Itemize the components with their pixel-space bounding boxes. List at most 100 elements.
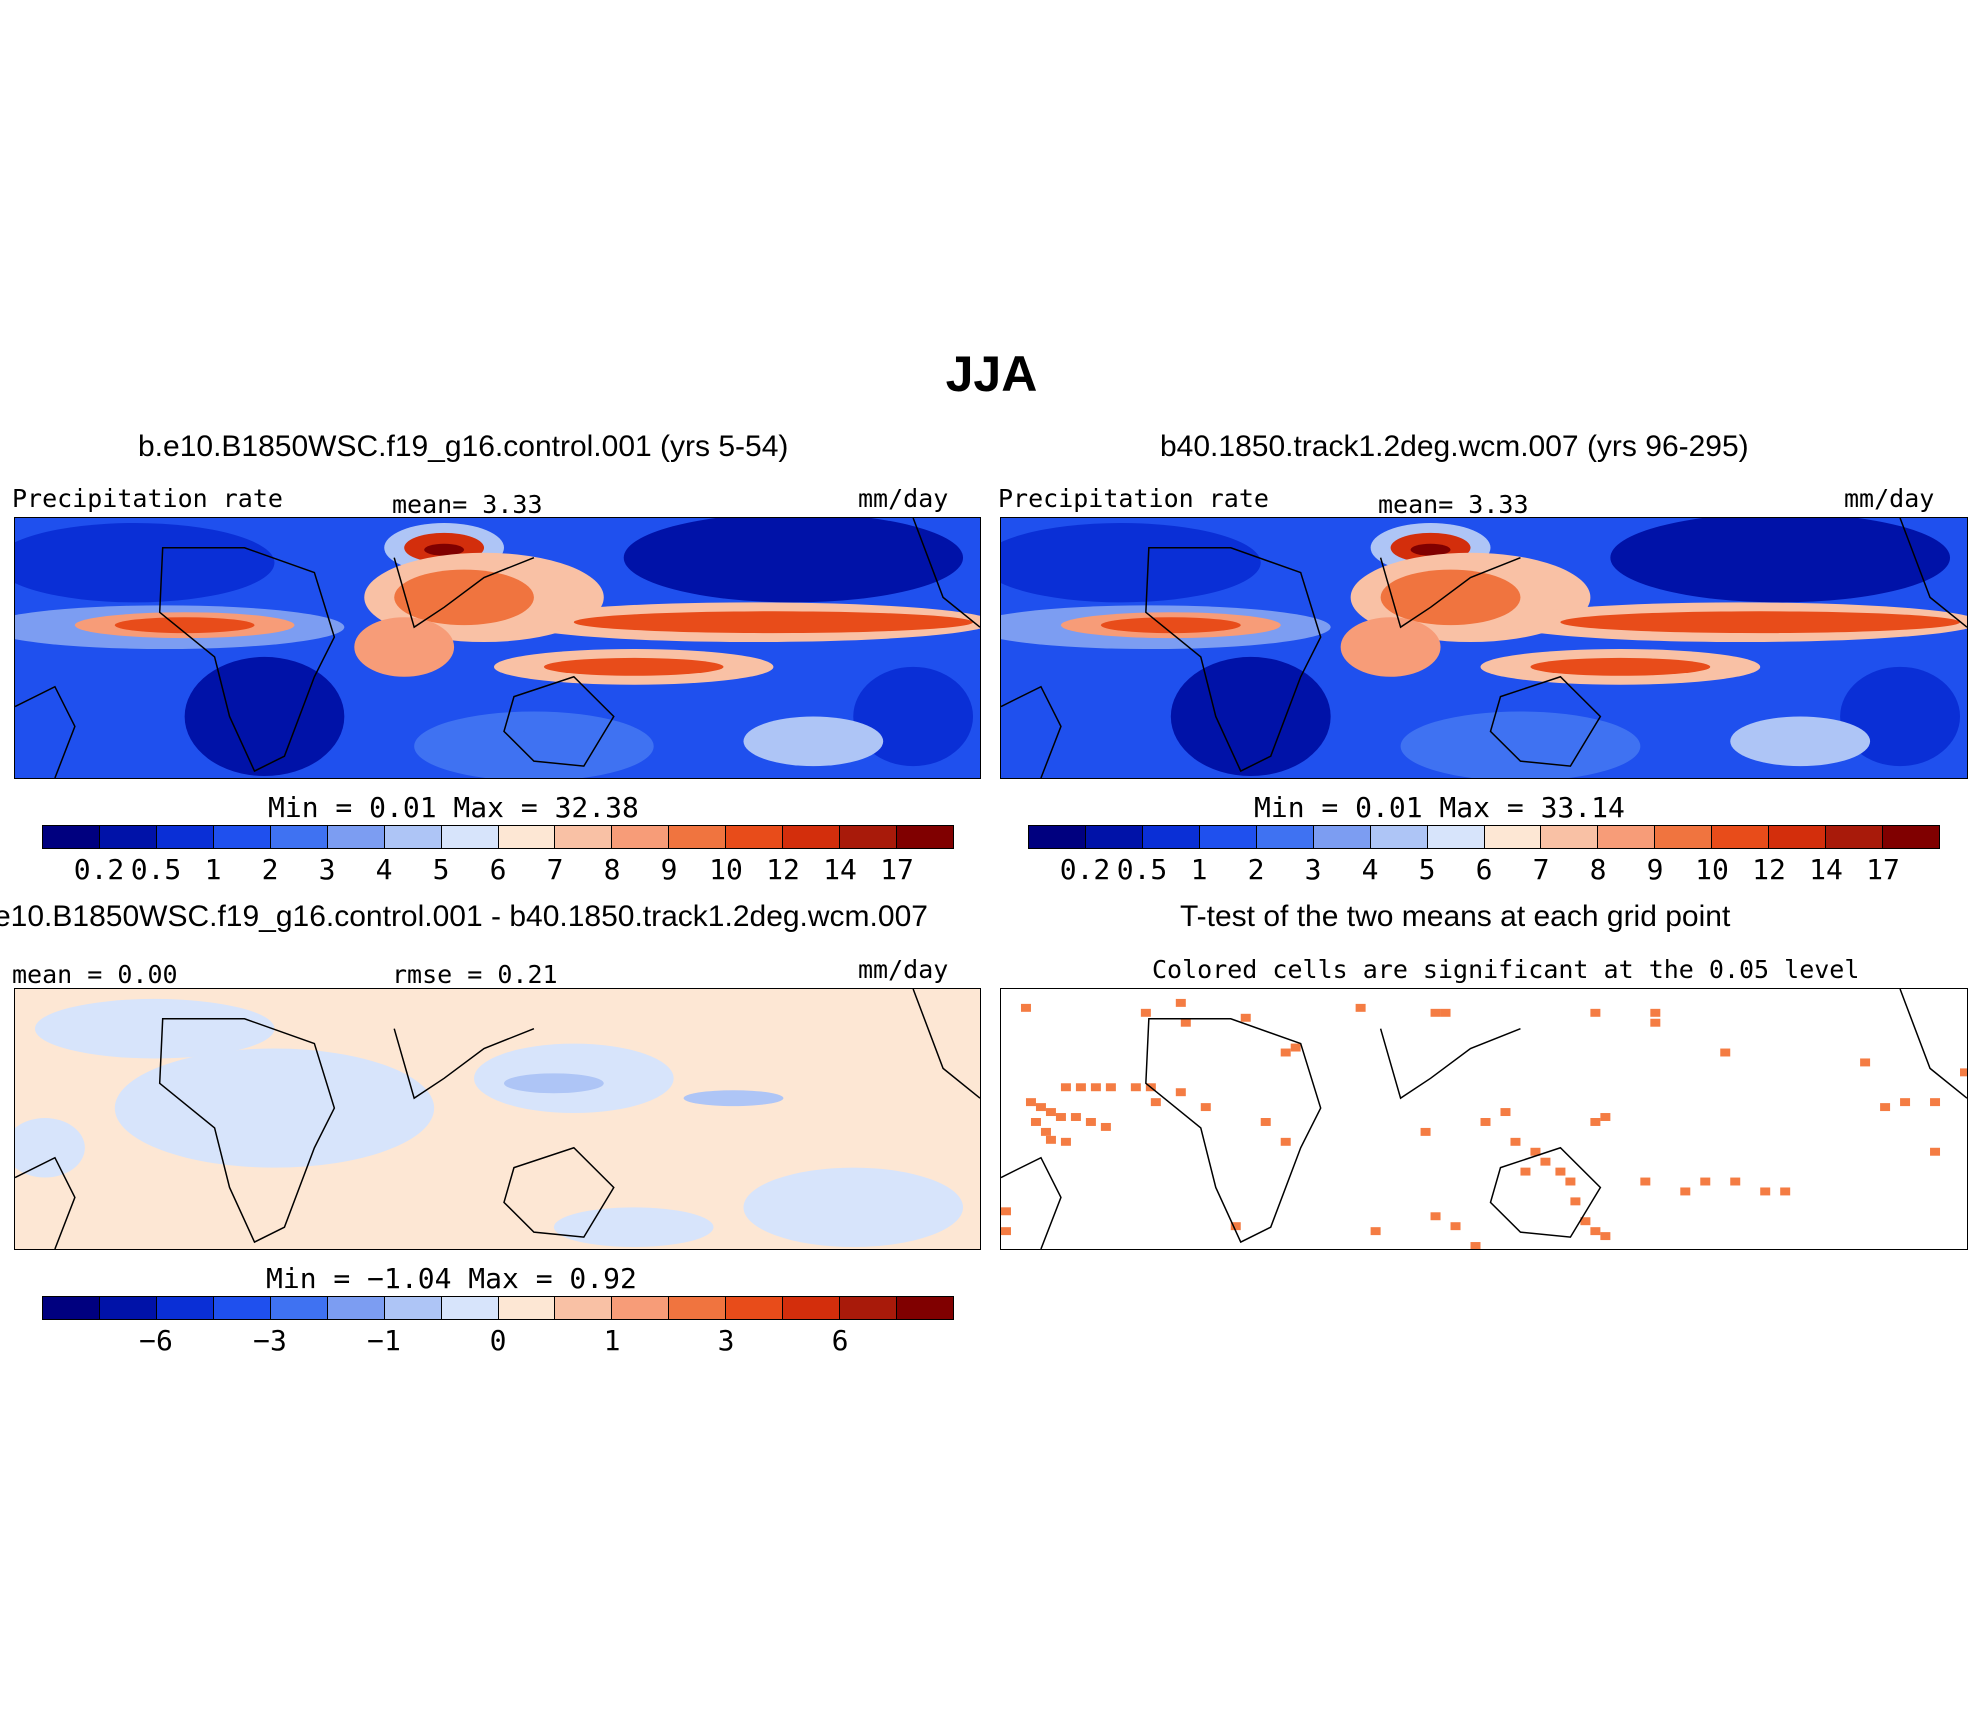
colorbar-tick-label: 10 [709,853,743,886]
significant-cell [1640,1177,1651,1186]
significant-cell [1880,1103,1891,1112]
colorbar-swatch-12 [726,1297,784,1319]
panel2-colorbar [1028,825,1940,849]
colorbar-swatch-4 [270,826,328,848]
significant-cell [1700,1177,1711,1186]
significant-cell [1760,1187,1771,1196]
panel2-left-label: Precipitation rate [998,484,1269,513]
colorbar-tick-label: −6 [139,1324,173,1357]
colorbar-swatch-2 [156,1297,214,1319]
significant-cell [1600,1113,1611,1121]
panel2-map-field [1001,518,1967,778]
colorbar-swatch-13 [783,826,841,848]
colorbar-swatch-0 [43,826,100,848]
panel2-units: mm/day [1844,484,1935,513]
panel1-colorbar [42,825,954,849]
colorbar-swatch-1 [1085,826,1143,848]
significant-cell [1175,998,1186,1007]
panel3-colorbar [42,1296,954,1320]
colorbar-swatch-8 [498,826,556,848]
colorbar-tick-label: 0.5 [130,853,182,886]
colorbar-swatch-5 [1313,826,1371,848]
significant-cell [1045,1108,1056,1117]
significant-cell [1580,1217,1591,1226]
panel1-map [14,517,981,779]
significant-cell [1150,1098,1161,1107]
significant-cell [1280,1137,1291,1146]
significant-cell [1860,1058,1871,1067]
colorbar-swatch-5 [327,826,385,848]
panel1-mean-label: mean= 3.33 [392,490,543,519]
colorbar-tick-label: 1 [1190,853,1208,886]
significant-cell [1530,1147,1541,1156]
colorbar-tick-label: 3 [717,1324,735,1357]
panel2-title: b40.1850.track1.2deg.wcm.007 (yrs 96-295… [1160,430,1749,463]
panel2-minmax: Min = 0.01 Max = 33.14 [1254,791,1625,824]
panel1-units: mm/day [858,484,949,513]
colorbar-tick-label: 1 [204,853,222,886]
colorbar-swatch-7 [1427,826,1485,848]
significant-cell [1025,1098,1036,1107]
significant-cell [1900,1098,1911,1107]
colorbar-tick-label: 7 [1532,853,1550,886]
panel4-map-field [1001,989,1967,1249]
colorbar-swatch-7 [441,1297,499,1319]
significant-cell [1450,1222,1461,1231]
significant-cell [1650,1008,1661,1017]
colorbar-swatch-6 [384,1297,442,1319]
significant-cell [1140,1008,1151,1017]
panel1-title: b.e10.B1850WSC.f19_g16.control.001 (yrs … [138,430,789,463]
significant-cell [1590,1227,1601,1236]
panel3-units: mm/day [858,955,949,984]
panel2-map [1000,517,1968,779]
significant-cell [1035,1103,1046,1112]
significant-cell [1175,1088,1186,1097]
panel4-subtitle: Colored cells are significant at the 0.0… [1152,955,1860,984]
colorbar-swatch-0 [1029,826,1086,848]
colorbar-tick-label: 5 [1418,853,1436,886]
colorbar-swatch-14 [840,1297,898,1319]
panel3-minmax: Min = −1.04 Max = 0.92 [266,1262,637,1295]
colorbar-tick-label: 14 [1809,853,1843,886]
significant-cell [1180,1018,1191,1027]
colorbar-tick-label: 6 [1475,853,1493,886]
colorbar-swatch-8 [1484,826,1542,848]
colorbar-swatch-1 [99,1297,157,1319]
colorbar-swatch-2 [156,826,214,848]
significant-cell [1510,1137,1521,1146]
panel1-minmax: Min = 0.01 Max = 32.38 [268,791,639,824]
colorbar-tick-label: 0.2 [1059,853,1111,886]
colorbar-tick-label: 0.5 [1116,853,1168,886]
panel3-mean-label: mean = 0.00 [12,960,178,989]
colorbar-swatch-11 [669,1297,727,1319]
significant-cell [1600,1232,1611,1241]
colorbar-swatch-9 [555,1297,613,1319]
colorbar-tick-label: 3 [1304,853,1322,886]
colorbar-swatch-4 [270,1297,328,1319]
significant-cell [1060,1137,1071,1146]
colorbar-swatch-4 [1256,826,1314,848]
colorbar-tick-label: 10 [1695,853,1729,886]
significant-cell [1020,1003,1031,1012]
significant-cell [1070,1113,1081,1121]
significant-cell [1590,1118,1601,1126]
colorbar-tick-label: 17 [1866,853,1900,886]
colorbar-tick-label: 4 [375,853,393,886]
colorbar-swatch-15 [897,1297,953,1319]
colorbar-swatch-5 [327,1297,385,1319]
significant-cell [1590,1008,1601,1017]
colorbar-swatch-1 [99,826,157,848]
colorbar-swatch-0 [43,1297,100,1319]
significant-cell [1260,1118,1271,1126]
colorbar-tick-label: 1 [603,1324,621,1357]
colorbar-swatch-14 [840,826,898,848]
significant-cell [1030,1118,1041,1126]
colorbar-tick-label: 6 [831,1324,849,1357]
panel4-title: T-test of the two means at each grid poi… [1180,900,1731,933]
significant-cell [1720,1048,1731,1057]
colorbar-tick-label: 9 [1646,853,1664,886]
colorbar-swatch-15 [1883,826,1939,848]
colorbar-swatch-14 [1826,826,1884,848]
colorbar-tick-label: 17 [880,853,914,886]
significant-cell [1930,1098,1941,1107]
